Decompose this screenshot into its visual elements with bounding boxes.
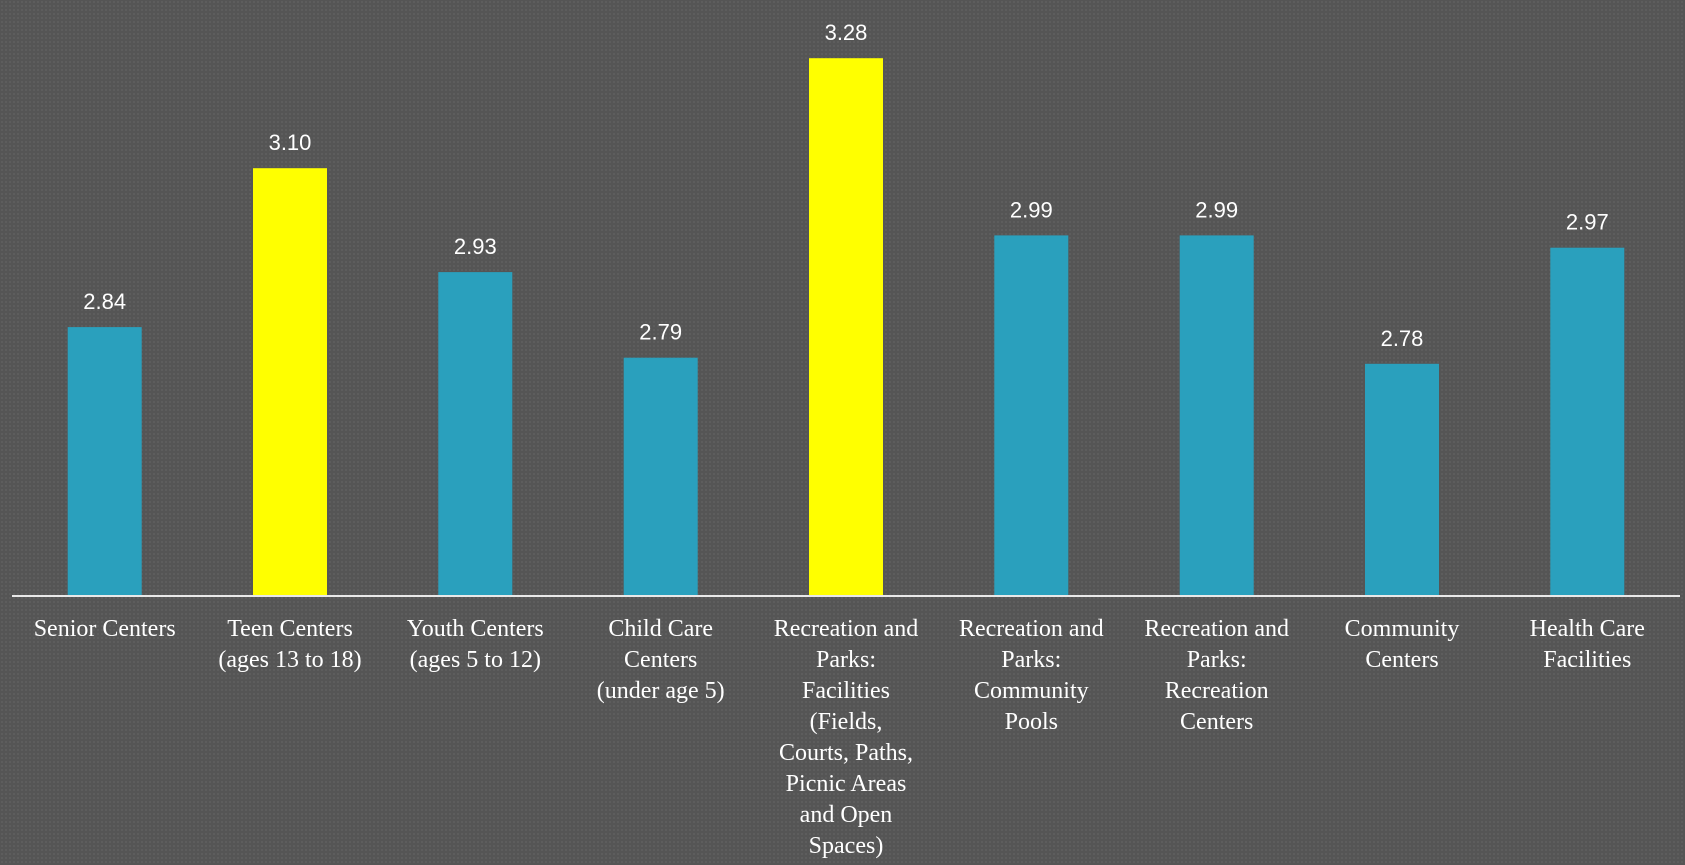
category-label: Recreation and Parks: Facilities (Fields… — [773, 616, 919, 859]
bar-value-label: 2.84 — [83, 289, 126, 314]
category-label: Recreation and Parks: Community Pools — [958, 616, 1104, 735]
bar-3 — [623, 357, 698, 596]
bar-value-label: 2.99 — [1010, 197, 1053, 222]
bar-7 — [1365, 363, 1439, 596]
bar-value-label: 2.93 — [454, 234, 497, 259]
category-label: Senior Centers — [33, 616, 176, 642]
value-labels-group: 2.84 3.10 2.93 2.79 3.28 2.99 2.99 2.78 2.97 — [83, 20, 1608, 351]
bar-value-label: 2.99 — [1195, 197, 1238, 222]
bar-value-label: 2.79 — [639, 320, 682, 345]
bar-value-label: 2.97 — [1566, 210, 1609, 235]
bar-4 — [809, 58, 883, 596]
bar-1 — [253, 168, 327, 596]
category-label: Teen Centers (ages 13 to 18) — [218, 616, 362, 673]
bar-8 — [1550, 247, 1625, 596]
bar-5 — [994, 235, 1069, 596]
bar-2 — [438, 272, 513, 596]
bar-value-label: 3.28 — [825, 20, 868, 45]
category-label: Youth Centers (ages 5 to 12) — [406, 616, 544, 673]
category-label: Health Care Facilities — [1529, 616, 1645, 673]
bar-0 — [67, 327, 142, 596]
category-label: Community Centers — [1344, 616, 1460, 673]
bars-group — [67, 58, 1625, 596]
bar-6 — [1179, 235, 1254, 596]
category-label: Child Care Centers (under age 5) — [596, 616, 725, 704]
bar-value-label: 2.78 — [1381, 326, 1424, 351]
bar-value-label: 3.10 — [269, 130, 312, 155]
category-label: Recreation and Parks: Recreation Centers — [1144, 616, 1289, 735]
